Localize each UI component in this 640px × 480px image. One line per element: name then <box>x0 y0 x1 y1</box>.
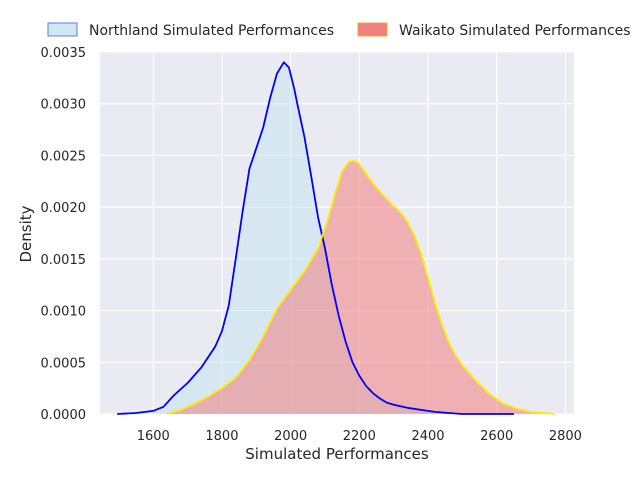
x-tick-label: 2400 <box>411 429 444 444</box>
y-tick-label: 0.0035 <box>41 46 87 61</box>
legend-label-1: Northland Simulated Performances <box>89 23 334 39</box>
series-area-1 <box>117 62 514 415</box>
legend-swatch-1 <box>47 22 78 37</box>
x-axis-title: Simulated Performances <box>245 445 429 463</box>
y-axis-title: Density <box>17 205 35 262</box>
x-tick-label: 1600 <box>137 429 170 444</box>
series-line-2 <box>166 159 556 415</box>
series-layer <box>117 61 556 415</box>
y-tick-label: 0.0030 <box>41 98 87 113</box>
legend-swatch-2 <box>357 22 388 37</box>
y-tick-label: 0.0000 <box>41 408 87 423</box>
y-tick-label: 0.0005 <box>41 356 87 371</box>
x-tick-label: 2800 <box>549 429 582 444</box>
x-tick-label: 2600 <box>480 429 513 444</box>
x-tick-label: 2000 <box>274 429 307 444</box>
legend: Northland Simulated Performances Waikato … <box>47 22 631 39</box>
y-tick-label: 0.0020 <box>41 201 87 216</box>
x-tick-label: 2200 <box>343 429 376 444</box>
series-area-2 <box>167 160 556 414</box>
y-tick-label: 0.0010 <box>41 305 87 320</box>
series-line-1 <box>117 61 514 415</box>
y-tick-label: 0.0025 <box>41 149 87 164</box>
y-tick-labels: 0.0000 0.0005 0.0010 0.0015 0.0020 0.0025 0.00… <box>41 46 87 423</box>
x-tick-label: 1800 <box>205 429 238 444</box>
legend-label-2: Waikato Simulated Performances <box>399 23 631 39</box>
x-tick-labels: 1600 1800 2000 2200 2400 2600 2800 <box>137 429 582 444</box>
y-tick-label: 0.0015 <box>41 253 87 268</box>
